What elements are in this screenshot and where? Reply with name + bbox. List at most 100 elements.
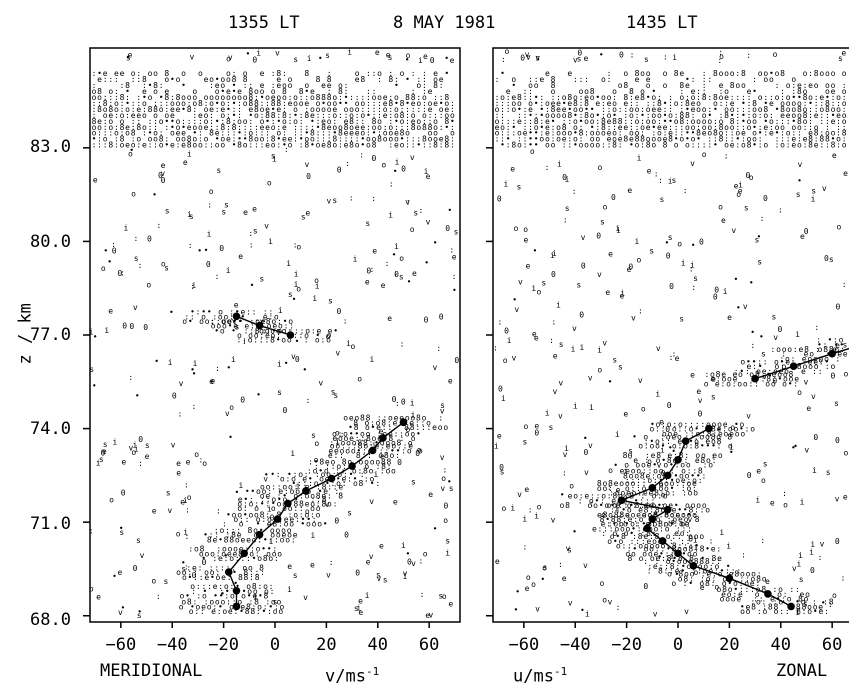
scatter-symbol: v	[583, 561, 588, 570]
cluster-symbol: :	[268, 312, 273, 321]
cluster-symbol: o	[687, 510, 692, 519]
scatter-symbol: s	[796, 190, 801, 199]
cluster-symbol: o	[194, 545, 199, 554]
cluster-symbol: •	[291, 479, 296, 488]
band-symbol: :	[808, 105, 813, 114]
band-symbol: 8	[635, 135, 640, 144]
cluster-symbol: o	[807, 354, 812, 363]
cluster-symbol: o	[686, 484, 691, 493]
cluster-symbol: e	[750, 579, 755, 588]
cluster-symbol: o	[597, 484, 602, 493]
band-symbol: :	[500, 135, 505, 144]
band-symbol: o	[562, 93, 567, 102]
band-symbol: •	[248, 111, 253, 120]
cluster-symbol: 8	[798, 595, 803, 604]
band-symbol: :	[707, 75, 712, 84]
band-symbol: 8	[282, 111, 287, 120]
cluster-symbol: o	[408, 439, 413, 448]
band-symbol: o	[327, 105, 332, 114]
cluster-symbol: :	[689, 442, 694, 451]
cluster-symbol: •	[272, 326, 277, 335]
scatter-symbol: 0	[581, 261, 586, 270]
cluster-symbol: o	[740, 429, 745, 438]
scatter-symbol: 0	[424, 316, 429, 325]
cluster-symbol: o	[199, 549, 204, 558]
band-symbol: :	[237, 99, 242, 108]
scatter-symbol: 0	[669, 282, 674, 291]
cluster-symbol: o	[326, 470, 331, 479]
cluster-symbol: e	[647, 460, 652, 469]
scatter-symbol: v	[264, 221, 269, 230]
scatter-symbol: s	[517, 182, 522, 191]
cluster-symbol: e	[261, 317, 266, 326]
band-symbol: 8	[400, 129, 405, 138]
band-symbol: :	[517, 111, 522, 120]
cluster-symbol: e	[705, 437, 710, 446]
cluster-symbol: o	[422, 414, 427, 423]
cluster-symbol: :	[214, 531, 219, 540]
cluster-symbol: o	[756, 598, 761, 607]
cluster-symbol: o	[610, 532, 615, 541]
scatter-symbol: o	[623, 493, 628, 502]
scatter-symbol: o	[109, 495, 114, 504]
band-symbol: :	[265, 99, 270, 108]
band-symbol: :	[400, 105, 405, 114]
cluster-symbol: o	[252, 535, 257, 544]
scatter-symbol: e	[102, 447, 107, 456]
band-symbol: 8	[842, 129, 847, 138]
band-symbol: o	[260, 105, 265, 114]
cluster-symbol: e	[643, 532, 648, 541]
band-symbol: 8	[388, 99, 393, 108]
band-symbol: o	[752, 117, 757, 126]
band-symbol: 8	[808, 135, 813, 144]
band-symbol: e	[618, 123, 623, 132]
cluster-symbol: o	[710, 370, 715, 379]
x-tick-label: −40	[560, 635, 591, 655]
cluster-symbol: o	[271, 598, 276, 607]
scatter-symbol: s	[189, 212, 194, 221]
profile-point	[302, 487, 310, 495]
band-symbol: 8	[825, 135, 830, 144]
cluster-symbol: :	[682, 524, 687, 533]
band-symbol: 8	[623, 81, 628, 90]
scatter-symbol: :	[385, 259, 390, 268]
cluster-symbol: 8	[612, 492, 617, 501]
scatter-symbol: e	[183, 158, 188, 167]
band-symbol: •	[220, 87, 225, 96]
cluster-symbol: o	[616, 542, 621, 551]
scatter-symbol: s	[311, 431, 316, 440]
cluster-symbol: •	[225, 587, 230, 596]
scatter-symbol: i	[795, 608, 800, 617]
scatter-symbol: i	[183, 527, 188, 536]
cluster-symbol: :	[795, 585, 800, 594]
band-symbol: o	[92, 93, 97, 102]
band-symbol: o	[797, 99, 802, 108]
scatter-symbol: :	[607, 483, 612, 492]
band-symbol: :	[534, 111, 539, 120]
band-symbol: :	[595, 123, 600, 132]
cluster-symbol: e	[729, 429, 734, 438]
band-symbol: :	[439, 93, 444, 102]
band-symbol: 8	[679, 117, 684, 126]
cluster-symbol: :	[636, 520, 641, 529]
cluster-symbol: o	[658, 479, 663, 488]
band-symbol: :	[120, 81, 125, 90]
band-symbol: :	[388, 69, 393, 78]
band-symbol: e	[657, 123, 662, 132]
band-symbol: e	[125, 123, 130, 132]
band-symbol: :	[607, 141, 612, 150]
band-symbol: e	[607, 99, 612, 108]
scatter-symbol: i	[388, 211, 393, 220]
band-symbol: o	[388, 123, 393, 132]
band-symbol: o	[260, 135, 265, 144]
cluster-symbol: :	[229, 582, 234, 591]
band-symbol: •	[400, 135, 405, 144]
band-symbol: o	[696, 105, 701, 114]
band-symbol: o	[590, 135, 595, 144]
band-symbol: :	[803, 81, 808, 90]
cluster-symbol: 8	[416, 414, 421, 423]
band-symbol: •	[405, 99, 410, 108]
cluster-symbol: :	[603, 524, 608, 533]
band-symbol: :	[377, 99, 382, 108]
scatter-symbol: o	[314, 276, 319, 285]
